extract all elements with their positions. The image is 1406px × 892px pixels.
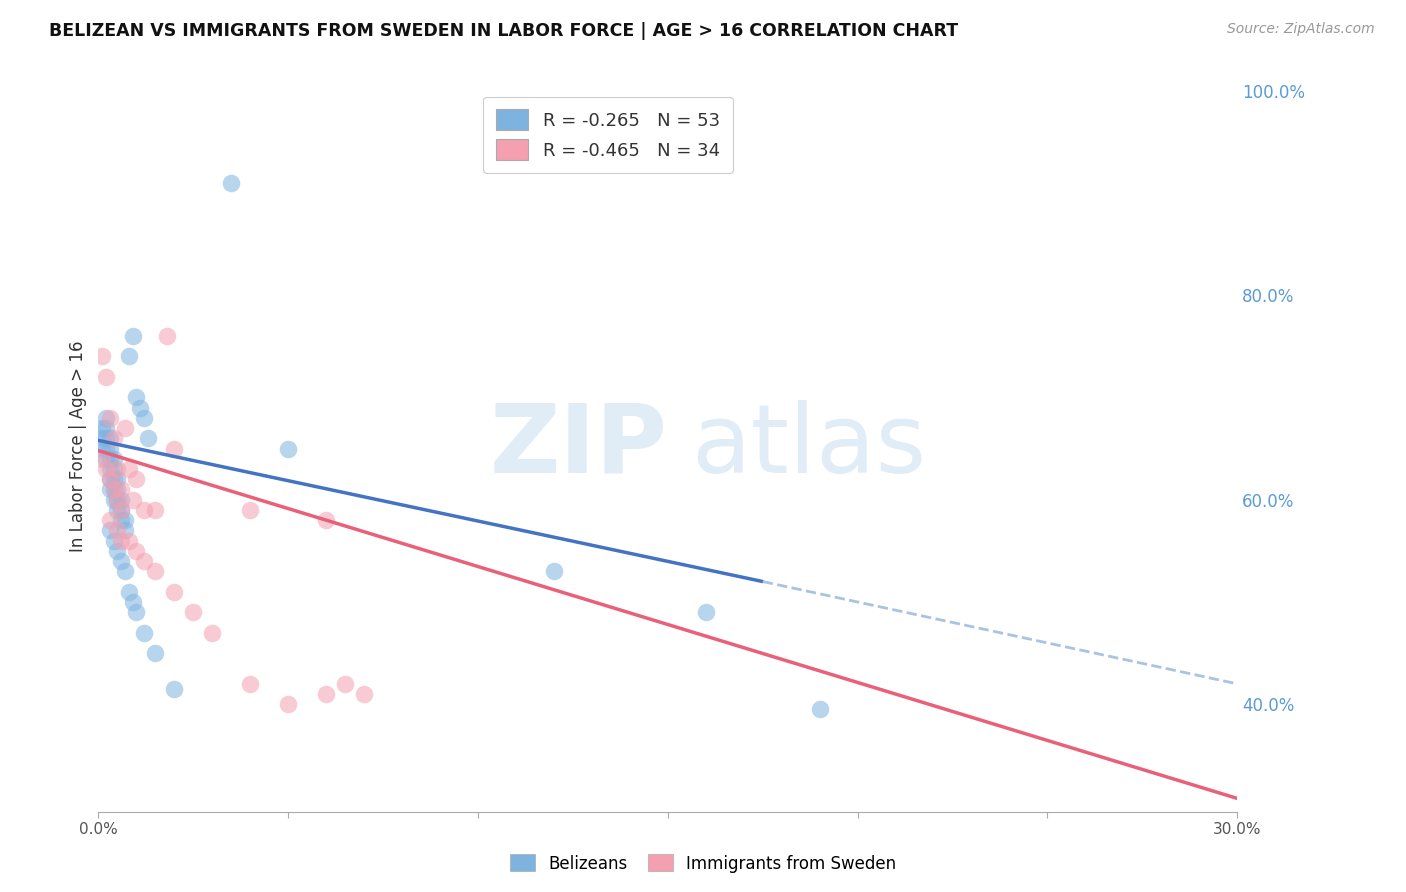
Point xyxy=(98,513,121,527)
Point xyxy=(94,421,117,435)
Point xyxy=(107,492,129,507)
Point xyxy=(335,677,357,691)
Point xyxy=(98,472,121,486)
Point xyxy=(94,410,117,425)
Text: ZIP: ZIP xyxy=(489,400,668,492)
Point xyxy=(136,431,159,445)
Point xyxy=(145,564,167,578)
Point xyxy=(695,605,717,619)
Y-axis label: In Labor Force | Age > 16: In Labor Force | Age > 16 xyxy=(69,340,87,552)
Point xyxy=(98,410,121,425)
Point xyxy=(110,503,132,517)
Text: Source: ZipAtlas.com: Source: ZipAtlas.com xyxy=(1227,22,1375,37)
Point xyxy=(277,698,299,712)
Text: BELIZEAN VS IMMIGRANTS FROM SWEDEN IN LABOR FORCE | AGE > 16 CORRELATION CHART: BELIZEAN VS IMMIGRANTS FROM SWEDEN IN LA… xyxy=(49,22,959,40)
Point xyxy=(107,492,129,507)
Point xyxy=(103,492,125,507)
Point xyxy=(98,442,121,456)
Point xyxy=(145,503,167,517)
Point xyxy=(103,483,125,497)
Point xyxy=(118,350,141,364)
Point xyxy=(91,421,114,435)
Point xyxy=(121,595,143,609)
Point xyxy=(107,503,129,517)
Point xyxy=(98,524,121,538)
Point xyxy=(201,625,224,640)
Point xyxy=(103,451,125,466)
Point xyxy=(98,431,121,445)
Point xyxy=(103,483,125,497)
Point xyxy=(156,329,179,343)
Point xyxy=(94,431,117,445)
Point xyxy=(110,554,132,568)
Text: atlas: atlas xyxy=(690,400,925,492)
Point xyxy=(94,462,117,476)
Point xyxy=(91,442,114,456)
Point xyxy=(98,483,121,497)
Point xyxy=(94,442,117,456)
Point xyxy=(91,451,114,466)
Point xyxy=(239,677,262,691)
Point xyxy=(125,605,148,619)
Point xyxy=(125,544,148,558)
Point xyxy=(353,687,375,701)
Point xyxy=(103,533,125,548)
Point xyxy=(125,391,148,405)
Point xyxy=(94,370,117,384)
Point xyxy=(132,625,155,640)
Point xyxy=(129,401,152,415)
Point xyxy=(107,462,129,476)
Point xyxy=(107,483,129,497)
Point xyxy=(91,350,114,364)
Point xyxy=(91,431,114,445)
Point xyxy=(163,584,186,599)
Point xyxy=(114,513,136,527)
Point xyxy=(145,646,167,660)
Point xyxy=(118,584,141,599)
Point xyxy=(315,513,337,527)
Point xyxy=(107,544,129,558)
Point xyxy=(221,176,243,190)
Legend: R = -0.265   N = 53, R = -0.465   N = 34: R = -0.265 N = 53, R = -0.465 N = 34 xyxy=(484,96,733,173)
Point xyxy=(107,472,129,486)
Point xyxy=(110,513,132,527)
Legend: Belizeans, Immigrants from Sweden: Belizeans, Immigrants from Sweden xyxy=(503,847,903,880)
Point xyxy=(110,492,132,507)
Point xyxy=(132,410,155,425)
Point xyxy=(125,472,148,486)
Point xyxy=(98,462,121,476)
Point xyxy=(110,483,132,497)
Point xyxy=(110,533,132,548)
Point xyxy=(277,442,299,456)
Point xyxy=(132,503,155,517)
Point xyxy=(183,605,205,619)
Point xyxy=(543,564,565,578)
Point xyxy=(103,472,125,486)
Point xyxy=(163,681,186,696)
Point xyxy=(103,431,125,445)
Point xyxy=(114,524,136,538)
Point xyxy=(121,329,143,343)
Point xyxy=(239,503,262,517)
Point xyxy=(114,564,136,578)
Point xyxy=(118,462,141,476)
Point xyxy=(132,554,155,568)
Point xyxy=(94,451,117,466)
Point xyxy=(163,442,186,456)
Point xyxy=(98,451,121,466)
Point xyxy=(118,533,141,548)
Point xyxy=(98,472,121,486)
Point xyxy=(114,421,136,435)
Point xyxy=(808,702,831,716)
Point xyxy=(107,524,129,538)
Point xyxy=(121,492,143,507)
Point xyxy=(110,503,132,517)
Point xyxy=(103,462,125,476)
Point xyxy=(315,687,337,701)
